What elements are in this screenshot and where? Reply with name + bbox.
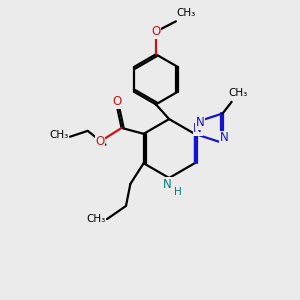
Text: O: O bbox=[151, 25, 160, 38]
Text: O: O bbox=[95, 135, 105, 148]
Text: CH₃: CH₃ bbox=[86, 214, 105, 224]
Text: N: N bbox=[220, 131, 229, 144]
Text: O: O bbox=[112, 95, 122, 108]
Text: N: N bbox=[163, 178, 172, 191]
Text: N: N bbox=[193, 122, 202, 135]
Text: CH₃: CH₃ bbox=[229, 88, 248, 98]
Text: N: N bbox=[196, 116, 204, 129]
Text: H: H bbox=[173, 187, 181, 197]
Text: CH₃: CH₃ bbox=[49, 130, 68, 140]
Text: CH₃: CH₃ bbox=[177, 8, 196, 18]
